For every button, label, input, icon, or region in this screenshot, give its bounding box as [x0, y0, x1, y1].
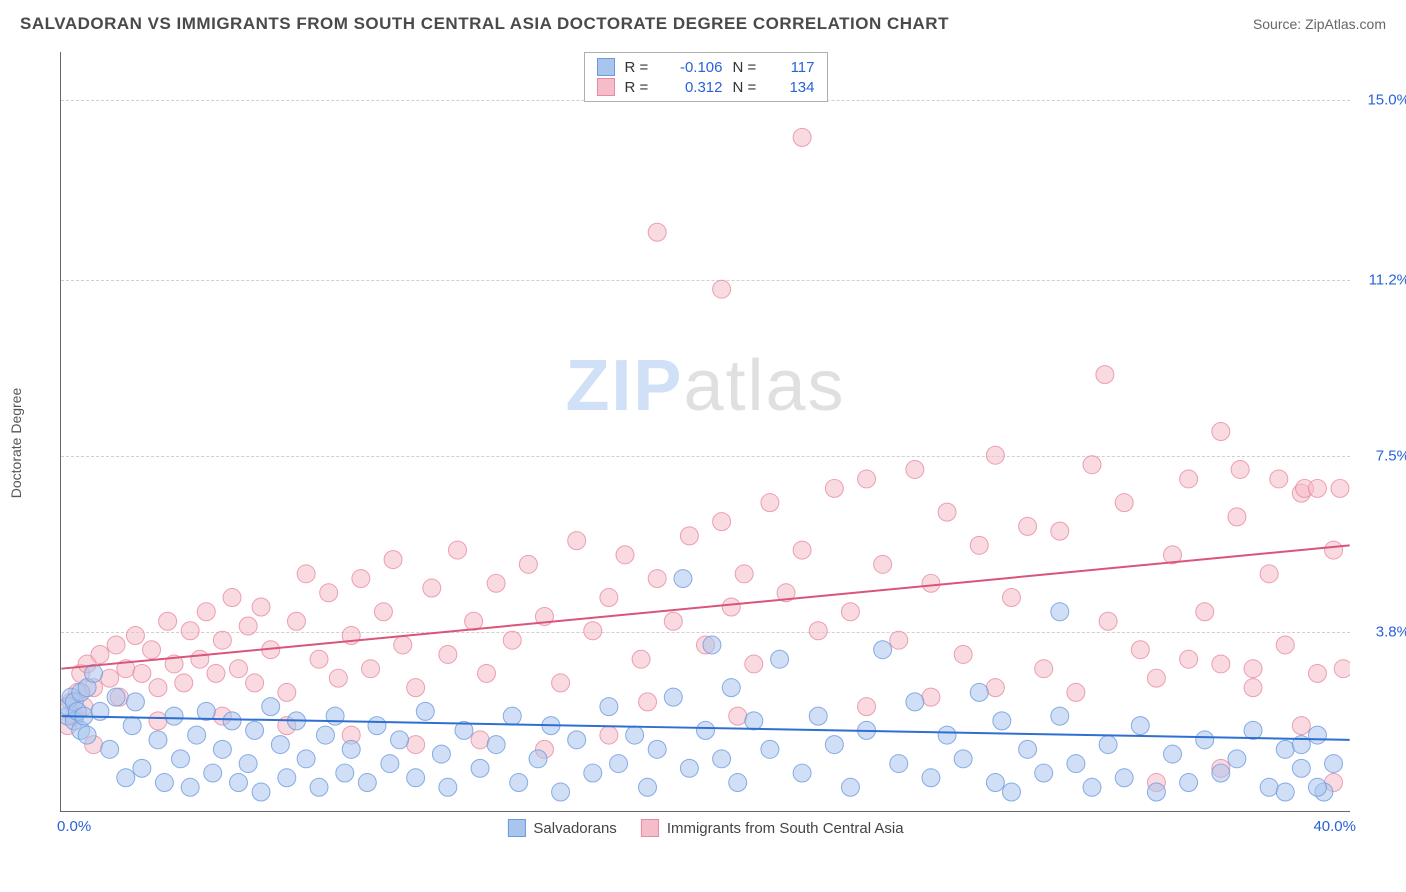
correlation-legend: R = -0.106 N = 117 R = 0.312 N = 134 — [584, 52, 828, 102]
corr-row-a: R = -0.106 N = 117 — [597, 57, 815, 77]
legend-label-a: Salvadorans — [533, 820, 616, 837]
legend-label-b: Immigrants from South Central Asia — [667, 820, 904, 837]
corr-row-b: R = 0.312 N = 134 — [597, 77, 815, 97]
corr-r-label-b: R = — [625, 79, 653, 96]
x-tick-max: 40.0% — [1313, 818, 1356, 835]
plot-area: ZIPatlas 3.8%7.5%11.2%15.0% 0.0% 40.0% R… — [60, 52, 1350, 812]
legend-swatch-b — [641, 819, 659, 837]
corr-swatch-a — [597, 58, 615, 76]
legend-item-b: Immigrants from South Central Asia — [641, 819, 904, 837]
y-tick-label: 15.0% — [1367, 91, 1406, 108]
chart-container: Doctorate Degree ZIPatlas 3.8%7.5%11.2%1… — [56, 48, 1356, 838]
corr-n-value-b: 134 — [775, 79, 815, 96]
series-legend: Salvadorans Immigrants from South Centra… — [507, 819, 903, 837]
corr-r-label-a: R = — [625, 59, 653, 76]
scatter-plot-svg — [61, 52, 1350, 811]
corr-r-value-b: 0.312 — [663, 79, 723, 96]
corr-swatch-b — [597, 78, 615, 96]
chart-title: SALVADORAN VS IMMIGRANTS FROM SOUTH CENT… — [20, 14, 949, 34]
source-attribution: Source: ZipAtlas.com — [1253, 16, 1386, 32]
corr-n-value-a: 117 — [775, 59, 815, 76]
legend-item-a: Salvadorans — [507, 819, 616, 837]
y-tick-label: 3.8% — [1376, 623, 1406, 640]
y-tick-label: 11.2% — [1369, 272, 1406, 289]
corr-n-label-a: N = — [733, 59, 761, 76]
y-axis-label: Doctorate Degree — [8, 388, 24, 499]
corr-r-value-a: -0.106 — [663, 59, 723, 76]
corr-n-label-b: N = — [733, 79, 761, 96]
x-tick-min: 0.0% — [57, 818, 91, 835]
legend-swatch-a — [507, 819, 525, 837]
y-tick-label: 7.5% — [1376, 447, 1406, 464]
